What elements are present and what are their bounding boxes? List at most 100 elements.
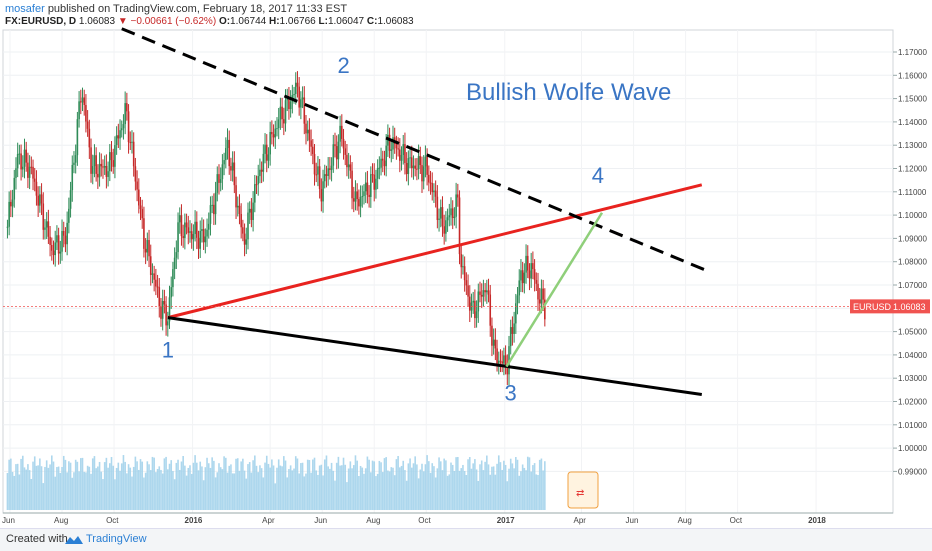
- scale-icons[interactable]: ⇄: [567, 471, 599, 509]
- volume-bar: [56, 467, 58, 510]
- candle-body: [346, 154, 348, 168]
- volume-bar: [269, 467, 271, 510]
- candle-body: [226, 139, 229, 148]
- candle-body: [199, 230, 202, 249]
- volume-bar: [78, 471, 80, 510]
- candle-body: [56, 235, 58, 243]
- candle-body: [32, 166, 34, 179]
- candle-body: [105, 165, 108, 177]
- volume-bar: [47, 467, 50, 510]
- candle-body: [243, 233, 246, 245]
- candle-body: [21, 166, 24, 170]
- candle-body: [139, 205, 142, 210]
- candle-body: [153, 273, 155, 280]
- candle-body: [472, 300, 474, 303]
- volume-bar: [274, 483, 277, 510]
- volume-bar: [264, 462, 266, 510]
- candle-body: [109, 152, 111, 172]
- volume-bar: [467, 459, 469, 510]
- candle-body: [95, 155, 97, 174]
- volume-bar: [458, 470, 461, 510]
- candle-body: [271, 131, 273, 135]
- volume-bar: [93, 456, 96, 510]
- price-tag: EURUSD 1.06083: [3, 299, 930, 314]
- volume-bar: [286, 477, 289, 510]
- volume-bar: [250, 472, 253, 510]
- candle-body: [114, 145, 116, 167]
- volume-layer: [6, 455, 546, 510]
- wave-labels: 1 2 3 4: [162, 53, 604, 406]
- volume-bar: [109, 463, 111, 510]
- x-tick-label: 2016: [185, 516, 203, 525]
- volume-bar: [494, 474, 497, 510]
- volume-bar: [86, 465, 89, 510]
- volume-bar: [218, 463, 220, 510]
- volume-bar: [276, 467, 278, 510]
- volume-bar: [18, 474, 21, 510]
- volume-bar: [289, 465, 292, 510]
- candle-body: [528, 270, 531, 279]
- trend-line-green: [505, 212, 604, 368]
- candle-body: [76, 119, 79, 156]
- candle-body: [327, 168, 329, 176]
- volume-bar: [160, 469, 162, 510]
- volume-bar: [185, 475, 188, 510]
- volume-bar: [497, 455, 500, 510]
- volume-bar: [468, 457, 471, 510]
- y-tick-label: 1.10000: [898, 211, 927, 220]
- volume-bar: [293, 468, 295, 510]
- volume-bar: [168, 463, 171, 510]
- author-link[interactable]: mosafer: [5, 3, 45, 15]
- candle-body: [39, 194, 41, 206]
- scale-icon[interactable]: [567, 471, 599, 509]
- volume-bar: [436, 468, 439, 510]
- candle-body: [209, 205, 212, 224]
- candle-body: [363, 191, 365, 197]
- candle-body: [371, 174, 374, 176]
- candle-body: [298, 86, 300, 108]
- candle-body: [416, 168, 418, 170]
- symbol-label: FX:EURUSD, D: [5, 16, 77, 27]
- volume-bar: [20, 458, 22, 510]
- candle-body: [178, 215, 181, 223]
- candle-body: [255, 184, 258, 186]
- candle-body: [341, 125, 343, 139]
- volume-bar: [35, 465, 38, 510]
- volume-bar: [247, 464, 249, 510]
- price-chart[interactable]: 1 2 3 4 1.17000 1.16000 1.15000 1.14000 1.13000…: [0, 0, 932, 528]
- price-tag-value: 1.06083: [893, 302, 926, 312]
- volume-bar: [327, 466, 329, 510]
- volume-bar: [354, 455, 357, 510]
- chart-header: mosafer published on TradingView.com, Fe…: [0, 0, 932, 30]
- candle-body: [499, 360, 502, 362]
- candle-body: [359, 196, 362, 207]
- volume-bar: [68, 461, 70, 510]
- candle-body: [20, 153, 22, 170]
- volume-bar: [535, 474, 538, 510]
- y-tick-label: 1.01000: [898, 421, 927, 430]
- candle-body: [332, 144, 335, 166]
- candle-body: [129, 142, 132, 144]
- volume-bar: [33, 456, 36, 510]
- candle-body: [42, 203, 45, 230]
- tradingview-brand[interactable]: TradingView: [86, 533, 147, 545]
- volume-bar: [366, 456, 369, 510]
- candle-body: [119, 130, 121, 139]
- volume-bar: [484, 461, 486, 510]
- volume-bar: [180, 461, 183, 510]
- volume-bar: [352, 465, 355, 510]
- volume-bar: [421, 463, 423, 510]
- candle-body: [468, 296, 471, 311]
- volume-bar: [409, 458, 411, 510]
- candle-body: [151, 273, 154, 275]
- volume-bar: [431, 463, 434, 510]
- volume-bar: [61, 466, 63, 510]
- y-tick-label: 1.12000: [898, 165, 927, 174]
- candle-body: [486, 290, 488, 293]
- candle-body: [30, 166, 33, 168]
- volume-bar: [45, 460, 48, 510]
- candle-body: [455, 194, 457, 217]
- candle-body: [310, 140, 312, 147]
- volume-bar: [37, 465, 39, 510]
- volume-bar: [127, 464, 130, 510]
